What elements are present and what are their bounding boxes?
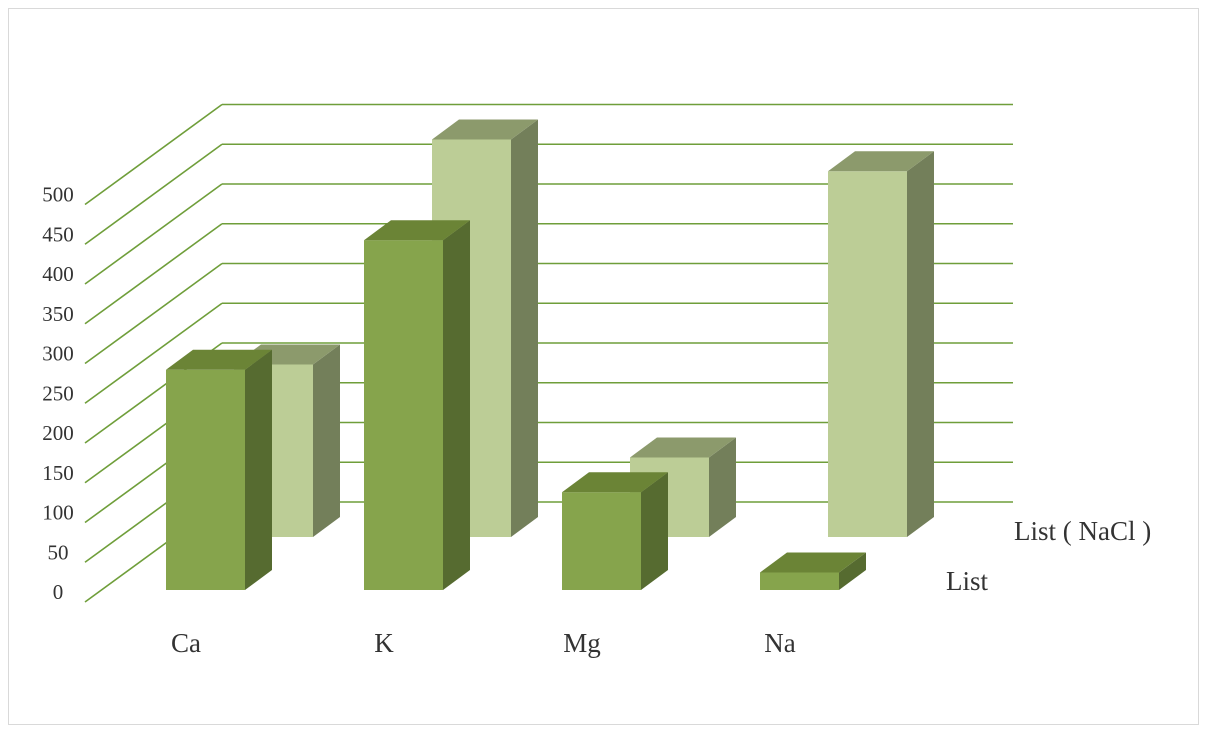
bar-list-nacl-mg-top [630, 437, 736, 458]
y-tick-label: 100 [42, 501, 74, 525]
gridline-diagonal [84, 103, 223, 206]
y-tick-label: 0 [53, 580, 64, 604]
gridline-diagonal [84, 183, 223, 285]
x-tick-label: Na [764, 628, 795, 658]
x-tick-label: K [374, 628, 394, 658]
bar-list-nacl-na-face [828, 171, 907, 538]
series-label-list: List [946, 566, 989, 596]
bar-list-na-side [839, 552, 866, 590]
y-tick-label: 300 [42, 342, 74, 366]
bar-list-ca [166, 349, 272, 590]
bar-list-nacl-na-top [828, 151, 934, 172]
gridline-diagonal [84, 223, 223, 325]
bar-list-mg-top [562, 472, 668, 493]
bar-list-nacl-na [828, 151, 934, 538]
y-tick-label: 200 [42, 421, 74, 445]
bar-list-ca-side [245, 349, 272, 590]
gridline-diagonal [84, 143, 223, 245]
bar-list-nacl-na-side [907, 151, 934, 538]
bar-list-mg-side [641, 472, 668, 590]
bar-list-na-top [760, 552, 866, 573]
bar-list-nacl-ca-side [313, 344, 340, 537]
bar-list-k-face [364, 240, 443, 590]
bar-list-mg [562, 472, 668, 590]
y-tick-label: 500 [42, 183, 74, 207]
bar-list-ca-top [166, 349, 272, 370]
bar-list-ca-face [166, 369, 245, 590]
x-tick-label: Mg [563, 628, 601, 658]
x-tick-label: Ca [171, 628, 201, 658]
series-label-list-nacl: List ( NaCl ) [1014, 516, 1151, 546]
gridline-diagonal [84, 262, 223, 365]
series-list-bars [166, 220, 866, 590]
bar-list-k-top [364, 220, 470, 241]
bar-list-nacl-k-side [511, 119, 538, 537]
bar-list-k-side [443, 220, 470, 590]
y-tick-label: 450 [42, 222, 74, 246]
axis-labels: 0 50 100 150 200 250 300 350 400 450 500 Ca K Mg Na Lis… [42, 183, 1151, 659]
bar-list-na [760, 552, 866, 590]
bar-list-na-face [760, 572, 839, 590]
bar-list-mg-face [562, 492, 641, 590]
series-list-nacl-bars [234, 119, 934, 538]
y-tick-label: 400 [42, 262, 74, 286]
bar-list-nacl-mg-side [709, 437, 736, 537]
y-tick-label: 250 [42, 381, 74, 405]
y-tick-label: 150 [42, 461, 74, 485]
gridline-diagonal [84, 302, 223, 404]
bar-list-nacl-k-top [432, 119, 538, 140]
y-tick-label: 50 [48, 540, 69, 564]
y-tick-label: 350 [42, 302, 74, 326]
bar-list-k [364, 220, 470, 590]
